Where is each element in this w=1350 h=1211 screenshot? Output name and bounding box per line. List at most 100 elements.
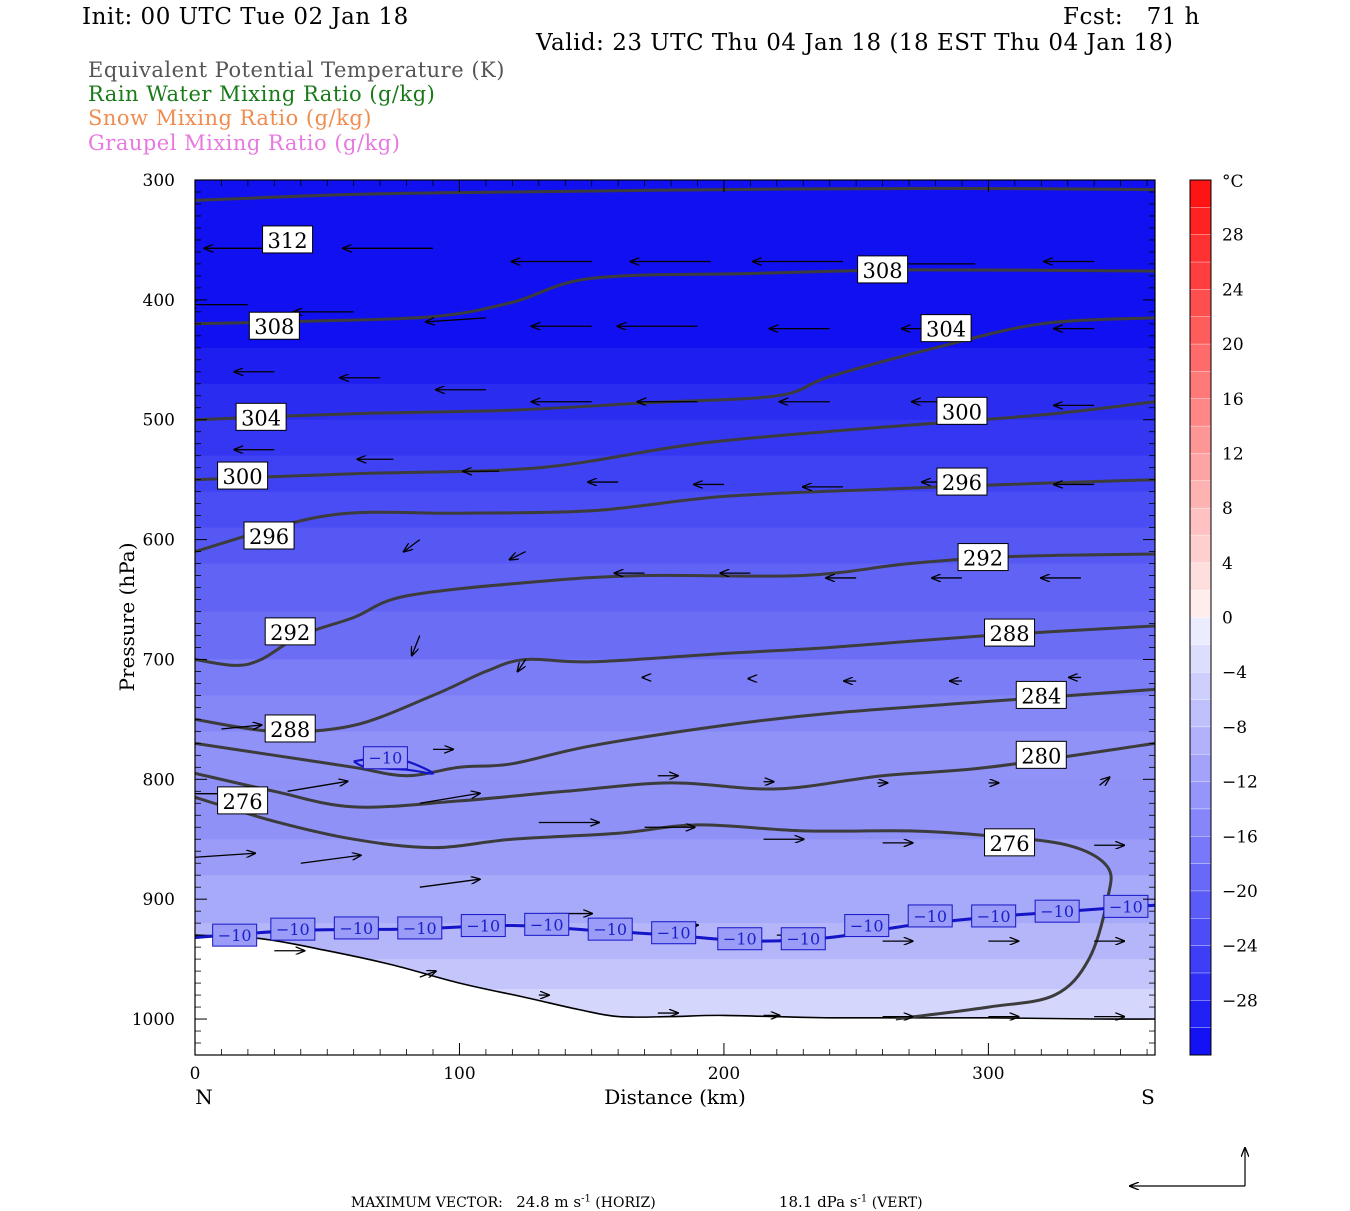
contour-label-312: 312 xyxy=(268,229,308,253)
colorbar-swatch xyxy=(1189,562,1212,591)
x-tick-label: 100 xyxy=(443,1064,475,1084)
colorbar-unit: °C xyxy=(1222,172,1244,192)
colorbar-swatch xyxy=(1189,179,1212,209)
isotherm-label-box xyxy=(1034,899,1080,923)
max-vector-vertical: 18.1 dPa s xyxy=(778,1193,858,1211)
x-tick-label: 300 xyxy=(972,1064,1004,1084)
x-tick-label: 200 xyxy=(708,1064,740,1084)
isotherm-label-box xyxy=(844,914,890,938)
colorbar-tick-label: −20 xyxy=(1222,882,1258,902)
colorbar-tick-label: 4 xyxy=(1222,554,1233,574)
colorbar-swatch xyxy=(1189,945,1212,974)
colorbar-frame xyxy=(1189,179,1212,1056)
colorbar-swatch xyxy=(1189,781,1212,810)
temperature-band xyxy=(195,491,1155,529)
temperature-band xyxy=(195,563,1155,613)
forecast-hour: Fcst: 71 h xyxy=(1063,4,1200,30)
colorbar-tick-label: 20 xyxy=(1222,335,1244,355)
terrain-line xyxy=(195,934,1155,1020)
contour-label-box xyxy=(984,618,1036,647)
maximum-vector-note: MAXIMUM VECTOR: 24.8 m s-1 (HORIZ) xyxy=(342,1177,656,1211)
colorbar-tick-label: −24 xyxy=(1222,937,1258,957)
plot-frame xyxy=(194,179,1156,1056)
temperature-band xyxy=(195,347,1155,385)
theta-e-contour-304 xyxy=(195,316,1155,422)
wind-vector-arrow xyxy=(221,725,261,729)
isotherm-label-box xyxy=(907,904,953,928)
max-vector-prefix: MAXIMUM VECTOR: xyxy=(350,1195,503,1211)
y-tick-label: 600 xyxy=(143,531,175,551)
endpoint-right-label: S xyxy=(1141,1085,1155,1109)
isotherm-label: −10 xyxy=(403,919,437,938)
isotherm-label: −10 xyxy=(593,920,627,939)
colorbar-swatch xyxy=(1189,425,1212,455)
temperature-band xyxy=(195,731,1155,781)
x-axis-title: Distance (km) xyxy=(604,1085,746,1109)
wind-vector-arrow xyxy=(1099,777,1109,785)
y-tick-label: 700 xyxy=(143,650,175,670)
terrain-fill xyxy=(195,935,1155,1055)
y-axis-title: Pressure (hPa) xyxy=(115,543,139,692)
temperature-band xyxy=(195,659,1155,697)
contour-label-296: 296 xyxy=(249,525,289,549)
wind-vector-arrow xyxy=(412,635,421,655)
contour-label-304: 304 xyxy=(241,406,281,430)
isotherm-label-box xyxy=(524,912,570,936)
valid-time: Valid: 23 UTC Thu 04 Jan 18 (18 EST Thu … xyxy=(536,30,1174,56)
wind-vector-arrow xyxy=(419,971,436,977)
colorbar-tick-label: 24 xyxy=(1222,280,1244,300)
isotherm-label-box xyxy=(270,917,316,941)
field-label-snow: Snow Mixing Ratio (g/kg) xyxy=(88,106,372,130)
colorbar-swatch xyxy=(1189,836,1212,865)
theta-e-contour-296 xyxy=(195,478,1155,554)
isotherm-label: −10 xyxy=(369,749,403,768)
contour-label-284: 284 xyxy=(1021,684,1061,708)
isotherm-label: −10 xyxy=(276,920,310,939)
temperature-band xyxy=(195,419,1155,457)
max-vector-horizontal-exp: -1 xyxy=(581,1193,591,1205)
contour-label-box xyxy=(920,314,972,343)
contour-label-304: 304 xyxy=(926,318,966,342)
contour-label-box xyxy=(857,255,909,284)
y-tick-label: 500 xyxy=(143,411,175,431)
contour-label-280: 280 xyxy=(1021,744,1061,768)
colorbar-swatch xyxy=(1189,617,1212,646)
colorbar-tick-label: 12 xyxy=(1222,444,1244,464)
isotherm-label-box xyxy=(212,923,258,947)
colorbar-swatch xyxy=(1189,1027,1212,1056)
wind-vector-arrow xyxy=(419,879,480,888)
contour-label-288: 288 xyxy=(270,718,310,742)
contour-label-308: 308 xyxy=(254,315,294,339)
colorbar-swatch xyxy=(1189,1000,1212,1029)
colorbar-tick-label: 28 xyxy=(1222,226,1244,246)
colorbar-tick-label: 0 xyxy=(1222,609,1233,629)
contour-label-276: 276 xyxy=(223,790,263,814)
isotherm-label-box xyxy=(333,916,379,940)
isotherm-label-box xyxy=(780,927,826,951)
isotherm-label-box xyxy=(460,914,506,938)
colorbar-swatch xyxy=(1189,261,1212,291)
colorbar-swatch xyxy=(1189,398,1212,427)
temperature-band xyxy=(195,180,1155,349)
colorbar-swatch xyxy=(1189,726,1212,755)
wind-vector-arrow xyxy=(426,317,486,322)
max-vector-horizontal: 24.8 m s xyxy=(516,1193,582,1211)
isotherm-label: −10 xyxy=(786,930,820,949)
isotherm-label-box xyxy=(717,927,763,951)
contour-label-box xyxy=(1015,680,1067,709)
theta-e-contours xyxy=(195,186,1155,1021)
colorbar-swatch xyxy=(1189,972,1212,1002)
contour-label-box xyxy=(243,521,295,550)
colorbar-swatch xyxy=(1189,371,1212,400)
y-tick-label: 900 xyxy=(143,890,175,910)
colorbar-swatch xyxy=(1189,890,1212,919)
contour-label-box xyxy=(217,786,269,815)
colorbar-swatch xyxy=(1189,507,1212,537)
contour-label-box xyxy=(262,225,314,254)
max-vector-vertical-exp: -1 xyxy=(857,1193,868,1205)
wind-vector-arrow xyxy=(287,781,348,792)
contour-label-box xyxy=(235,402,287,431)
isotherm-label: −10 xyxy=(977,907,1011,926)
colorbar-swatch xyxy=(1189,535,1212,564)
